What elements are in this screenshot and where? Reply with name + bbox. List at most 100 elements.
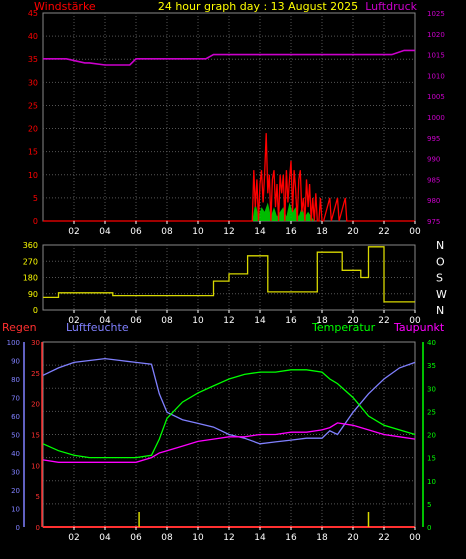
taupunkt-label: Taupunkt [393,321,445,334]
temperature-axis-tick-label: 20 [427,432,436,440]
humidity-axis-tick-label: 10 [11,506,20,514]
wind-pressure-xtick-label: 18 [316,227,328,237]
temperature-axis-tick-label: 15 [427,455,436,463]
wind-pressure-xtick-label: 20 [347,227,359,237]
wind-series-line [43,133,415,222]
pressure-axis-tick-label: 1010 [427,72,445,80]
temp-hum-xtick-label: 02 [68,533,79,543]
wind-direction-xtick-label: 18 [316,316,328,326]
wind-direction-xtick-label: 08 [161,316,173,326]
temp-hum-xtick-label: 18 [316,533,328,543]
wind-axis-tick-label: 10 [28,171,38,180]
humidity-axis-tick-label: 70 [11,395,20,403]
wind-direction-xtick-label: 16 [285,316,297,326]
humidity-axis-tick-label: 60 [11,413,20,421]
wind-direction-xtick-label: 12 [223,316,234,326]
wind-pressure-xtick-label: 14 [254,227,266,237]
direction-axis-tick-label: 90 [28,290,38,299]
wind-direction-xtick-label: 22 [378,316,389,326]
temperature-axis-tick-label: 25 [427,408,436,416]
temperature-axis-tick-label: 0 [427,524,431,532]
wind-axis-tick-label: 45 [28,9,38,18]
temperature-axis-tick-label: 35 [427,362,436,370]
wind-direction-xtick-label: 04 [99,316,111,326]
wind-pressure-xtick-label: 00 [409,227,421,237]
temp-hum-xtick-label: 22 [378,533,389,543]
wind-pressure-frame [42,12,416,222]
wind-axis-tick-label: 15 [28,148,38,157]
direction-axis-tick-label: 270 [23,257,38,266]
humidity-axis-tick-label: 90 [11,358,20,366]
rain-axis-tick-label: 25 [31,370,40,378]
temp-hum-xtick-label: 20 [347,533,359,543]
wind-direction-xtick-label: 02 [68,316,79,326]
regen-label: Regen [2,321,37,334]
compass-label: S [436,272,443,285]
humidity-axis-tick-label: 40 [11,450,20,458]
pressure-axis-tick-label: 1025 [427,10,445,18]
wind-pressure-xtick-label: 02 [68,227,79,237]
wind-pressure-xtick-label: 12 [223,227,234,237]
wind-axis-tick-label: 30 [28,78,38,87]
header-title: 24 hour graph day : 13 August 2025 [158,0,358,13]
wind-direction-xtick-label: 10 [192,316,204,326]
temperature-series-line [42,369,416,459]
wind-pressure-xtick-label: 22 [378,227,389,237]
wind-axis-tick-label: 5 [33,194,38,203]
direction-axis-tick-label: 0 [33,306,38,315]
humidity-series-line [42,357,416,445]
temp-hum-xtick-label: 16 [285,533,297,543]
rain-axis-tick-label: 15 [31,432,40,440]
pressure-axis-tick-label: 980 [427,197,440,205]
pressure-axis-tick-label: 985 [427,176,440,184]
rain-axis-tick-label: 0 [36,524,40,532]
temp-hum-xtick-label: 12 [223,533,234,543]
wind-axis-tick-label: 20 [28,125,38,134]
direction-axis-tick-label: 360 [23,241,38,250]
temperature-axis-tick-label: 30 [427,385,436,393]
humidity-axis-tick-label: 30 [11,469,20,477]
compass-label: W [436,288,447,301]
compass-label: N [436,239,444,252]
pressure-axis-tick-label: 990 [427,156,440,164]
pressure-axis-tick-label: 1015 [427,52,445,60]
humidity-axis-tick-label: 50 [11,432,20,440]
temp-hum-xtick-label: 00 [409,533,421,543]
pressure-axis-tick-label: 975 [427,218,440,226]
temperature-axis-tick-label: 40 [427,339,436,347]
humidity-axis-tick-label: 20 [11,487,20,495]
compass-label: N [436,304,444,317]
pressure-axis-tick-label: 1020 [427,31,445,39]
rain-axis-tick-label: 20 [31,401,40,409]
compass-label: O [436,255,445,268]
humidity-axis-tick-label: 80 [11,376,20,384]
pressure-axis-tick-label: 995 [427,135,440,143]
wind-axis-tick-label: 0 [33,217,38,226]
pressure-series-line [43,49,415,66]
temp-hum-xtick-label: 10 [192,533,204,543]
temp-hum-xtick-label: 08 [161,533,173,543]
temperature-axis-tick-label: 10 [427,478,436,486]
luftfeuchte-label: Luftfeuchte [66,321,129,334]
rain-axis-tick-label: 10 [31,462,40,470]
wind-axis-tick-label: 35 [28,55,38,64]
header-pressure-label: Luftdruck [365,0,417,13]
pressure-axis-tick-label: 1000 [427,114,445,122]
wind-direction-xtick-label: 06 [130,316,142,326]
wind-direction-xtick-label: 20 [347,316,359,326]
header-wind-label: Windstärke [34,0,96,13]
pressure-axis-tick-label: 1005 [427,93,445,101]
temp-hum-xtick-label: 14 [254,533,266,543]
wind-direction-xtick-label: 14 [254,316,266,326]
direction-axis-tick-label: 180 [23,274,38,283]
wind-pressure-xtick-label: 10 [192,227,204,237]
temperatur-label: Temperatur [311,321,376,334]
rain-axis-tick-label: 5 [36,493,40,501]
direction-series-line [43,246,415,303]
wind-axis-tick-label: 25 [28,101,38,110]
wind-pressure-chart: 0510152025303540459759809859909951000100… [28,9,445,237]
humidity-axis-tick-label: 0 [16,524,20,532]
